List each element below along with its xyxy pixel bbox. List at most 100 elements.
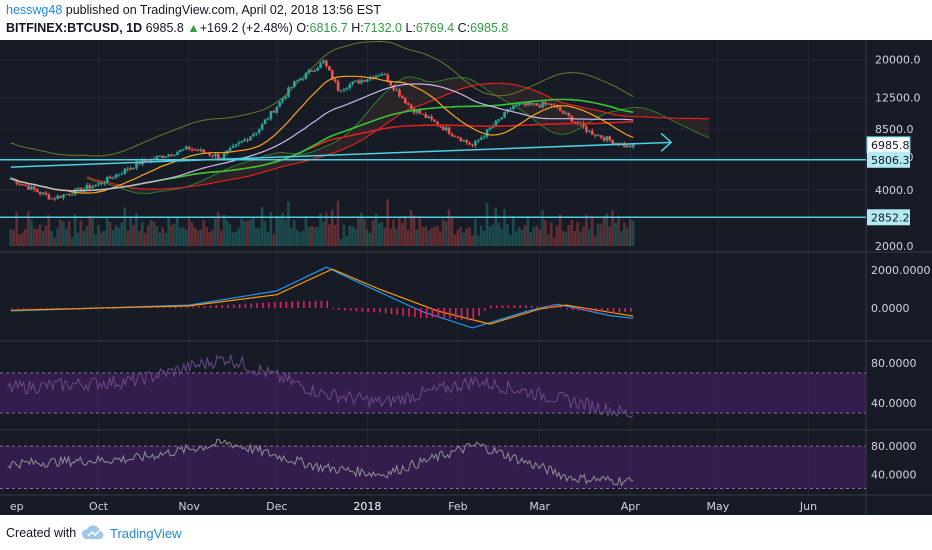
candle-body <box>447 127 451 134</box>
volume-bar <box>65 228 68 246</box>
candle-body <box>257 129 261 133</box>
volume-bar <box>216 212 220 246</box>
volume-bar <box>123 207 127 246</box>
volume-bar <box>111 230 115 246</box>
macd-histogram-bar <box>110 307 112 309</box>
volume-bar <box>59 220 62 246</box>
macd-histogram-bar <box>402 308 404 316</box>
volume-bar <box>313 227 316 246</box>
candle-body <box>564 112 568 114</box>
macd-histogram-bar <box>379 308 381 313</box>
volume-bar <box>412 215 416 246</box>
candle-body <box>38 191 42 194</box>
tradingview-link[interactable]: TradingView <box>110 526 182 541</box>
volume-bar <box>608 226 611 246</box>
chart-svg[interactable]: 20000.012500.08500.06000.04000.02000.069… <box>0 40 932 515</box>
candle-body <box>94 184 97 187</box>
candle-body <box>310 70 314 72</box>
volume-bar <box>187 218 191 246</box>
volume-bar <box>15 212 18 246</box>
volume-bar <box>365 229 369 246</box>
macd-histogram-bar <box>344 308 346 311</box>
volume-bar <box>363 219 366 246</box>
candle-body <box>418 110 422 114</box>
candle-body <box>585 126 588 132</box>
candle-body <box>240 141 243 143</box>
volume-bar <box>573 231 576 246</box>
chart-panel[interactable]: 20000.012500.08500.06000.04000.02000.069… <box>0 40 932 515</box>
volume-bar <box>471 235 474 246</box>
volume-bar <box>325 212 328 246</box>
candle-body <box>351 81 354 85</box>
volume-bar <box>342 224 346 246</box>
volume-bar <box>138 230 141 246</box>
price-tick-label: 4000.0 <box>875 184 914 197</box>
candle-body <box>532 103 536 105</box>
macd-histogram-bar <box>571 308 574 310</box>
volume-bar <box>503 209 506 246</box>
volume-bar <box>392 219 395 246</box>
candle-body <box>313 70 316 72</box>
candle-body <box>611 139 614 144</box>
macd-histogram-bar <box>303 301 305 308</box>
author-link[interactable]: hesswg48 <box>6 3 63 17</box>
symbol-label: BITFINEX:BTCUSD, 1D <box>6 21 143 35</box>
candle-body <box>217 154 220 159</box>
candle-body <box>398 89 401 97</box>
candle-body <box>114 174 118 178</box>
candle-body <box>345 88 349 90</box>
volume-bar <box>436 226 439 246</box>
candle-body <box>275 106 279 113</box>
volume-bar <box>143 232 147 246</box>
candle-body <box>366 79 369 82</box>
macd-histogram-bar <box>291 301 293 308</box>
candle-body <box>79 187 83 192</box>
volume-bar <box>254 227 258 246</box>
volume-bar <box>494 208 498 246</box>
candle-body <box>27 185 30 190</box>
candle-body <box>336 81 340 91</box>
close-label: C: <box>457 21 471 35</box>
candle-body <box>436 121 439 126</box>
volume-bar <box>354 228 357 246</box>
volume-bar <box>579 231 582 246</box>
candle-body <box>111 178 115 179</box>
volume-bar <box>520 229 524 246</box>
candle-body <box>377 75 381 77</box>
macd-histogram-bar <box>145 307 147 308</box>
volume-bar <box>523 225 527 246</box>
volume-bar <box>190 222 194 246</box>
volume-bar <box>73 214 77 246</box>
volume-bar <box>497 222 500 246</box>
macd-histogram-bar <box>396 308 399 315</box>
candle-body <box>100 183 103 185</box>
up-arrow-icon: ▲ <box>187 21 200 35</box>
volume-bar <box>380 221 384 246</box>
chart-background <box>0 40 932 515</box>
high-label: H: <box>351 21 364 35</box>
candle-body <box>392 85 395 90</box>
candle-body <box>260 124 264 130</box>
volume-bar <box>196 230 200 246</box>
candle-body <box>158 155 162 157</box>
volume-bar <box>450 216 454 246</box>
volume-bar <box>41 231 45 246</box>
volume-bar <box>30 219 33 246</box>
candle-body <box>15 179 19 184</box>
low-value: 6769.4 <box>415 21 455 35</box>
candle-body <box>339 90 343 92</box>
volume-bar <box>585 214 588 246</box>
oscillator-2-band <box>0 446 866 489</box>
volume-bar <box>500 228 503 246</box>
candle-body <box>520 103 524 105</box>
volume-bar <box>628 219 632 246</box>
candle-body <box>249 136 252 141</box>
macd-histogram-bar <box>285 301 288 308</box>
volume-bar <box>79 220 83 246</box>
volume-bar <box>333 224 337 246</box>
candle-body <box>126 168 130 170</box>
candle-body <box>228 148 232 151</box>
volume-bar <box>453 234 457 246</box>
volume-bar <box>27 211 30 246</box>
candle-body <box>342 88 346 91</box>
